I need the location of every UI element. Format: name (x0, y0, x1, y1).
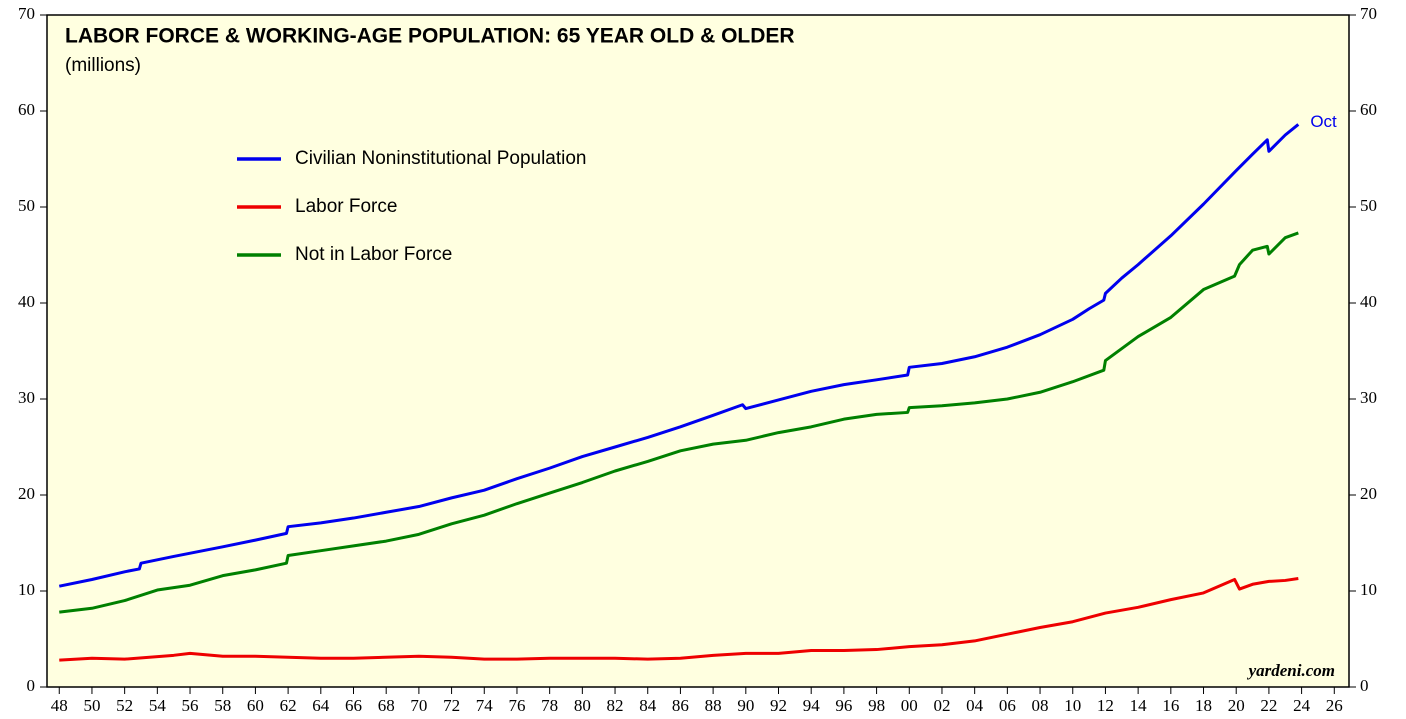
x-tick-label: 70 (410, 696, 427, 715)
x-tick-label: 54 (149, 696, 167, 715)
series-line (59, 231, 1299, 614)
x-tick-label: 62 (280, 696, 297, 715)
x-tick-label: 20 (1228, 696, 1245, 715)
x-tick-label: 66 (345, 696, 362, 715)
x-tick-label: 72 (443, 696, 460, 715)
x-tick-label: 68 (378, 696, 395, 715)
x-tick-label: 76 (508, 696, 525, 715)
x-tick-label: 26 (1326, 696, 1343, 715)
x-tick-label: 94 (803, 696, 821, 715)
x-tick-label: 02 (933, 696, 950, 715)
y2-tick-label: 60 (1360, 100, 1377, 119)
x-tick-label: 80 (574, 696, 591, 715)
x-tick-label: 06 (999, 696, 1016, 715)
y-tick-label: 60 (18, 100, 35, 119)
x-tick-label: 74 (476, 696, 494, 715)
plot-area (46, 14, 1350, 688)
y-tick-label: 0 (27, 676, 36, 695)
y-tick-label: 70 (18, 4, 35, 23)
series-line (59, 577, 1299, 662)
x-tick-label: 78 (541, 696, 558, 715)
y2-tick-label: 40 (1360, 292, 1377, 311)
x-tick-label: 84 (639, 696, 657, 715)
y2-tick-label: 70 (1360, 4, 1377, 23)
x-tick-label: 52 (116, 696, 133, 715)
x-tick-label: 60 (247, 696, 264, 715)
source: yardeni.com (1247, 661, 1335, 680)
x-tick-label: 58 (214, 696, 231, 715)
x-tick-label: 96 (835, 696, 852, 715)
y2-tick-label: 20 (1360, 484, 1377, 503)
y2-tick-label: 0 (1360, 676, 1369, 695)
y-tick-label: 50 (18, 196, 35, 215)
chart-title: LABOR FORCE & WORKING-AGE POPULATION: 65… (65, 25, 795, 48)
y-tick-label: 10 (18, 580, 35, 599)
x-tick-label: 24 (1293, 696, 1311, 715)
x-tick-label: 48 (51, 696, 68, 715)
legend-label: Civilian Noninstitutional Population (295, 148, 587, 169)
x-tick-label: 14 (1130, 696, 1148, 715)
y-tick-label: 20 (18, 484, 35, 503)
x-tick-label: 16 (1162, 696, 1179, 715)
y-tick-label: 30 (18, 388, 35, 407)
x-tick-label: 18 (1195, 696, 1212, 715)
x-tick-label: 56 (182, 696, 199, 715)
x-tick-label: 12 (1097, 696, 1114, 715)
x-tick-label: 86 (672, 696, 689, 715)
annotation: Oct (1310, 112, 1337, 131)
y2-tick-label: 50 (1360, 196, 1377, 215)
legend-label: Not in Labor Force (295, 244, 452, 265)
chart-subtitle: (millions) (65, 55, 141, 76)
x-tick-label: 50 (83, 696, 100, 715)
y2-tick-label: 10 (1360, 580, 1377, 599)
x-tick-label: 00 (901, 696, 918, 715)
x-tick-label: 22 (1260, 696, 1277, 715)
x-tick-label: 90 (737, 696, 754, 715)
x-tick-label: 08 (1032, 696, 1049, 715)
y-tick-label: 40 (18, 292, 35, 311)
x-tick-label: 64 (312, 696, 330, 715)
legend-label: Labor Force (295, 196, 397, 217)
series-line (58, 123, 1300, 588)
x-tick-label: 92 (770, 696, 787, 715)
y2-tick-label: 30 (1360, 388, 1377, 407)
x-tick-label: 82 (607, 696, 624, 715)
x-tick-label: 88 (705, 696, 722, 715)
x-tick-label: 10 (1064, 696, 1081, 715)
x-tick-label: 98 (868, 696, 885, 715)
x-tick-label: 04 (966, 696, 984, 715)
